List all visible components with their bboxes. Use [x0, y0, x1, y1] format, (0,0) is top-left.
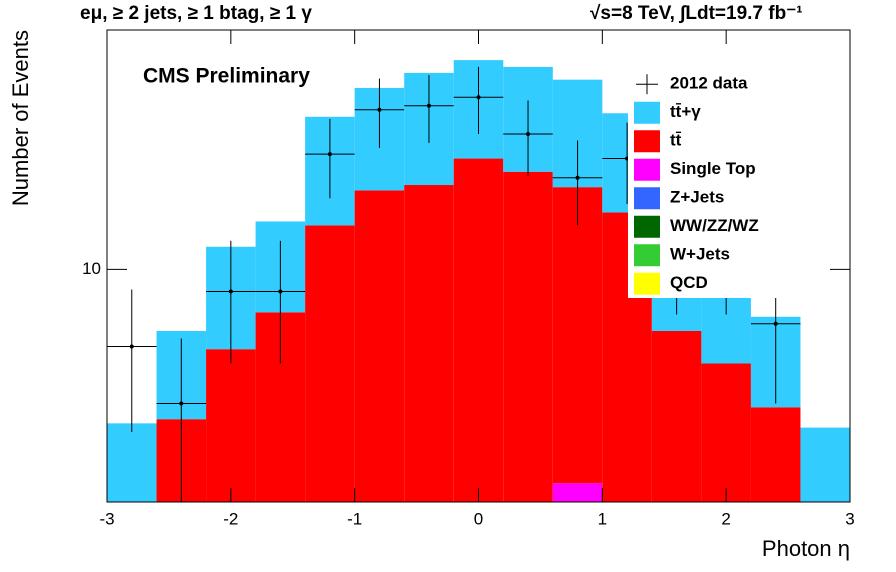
legend-swatch — [634, 215, 660, 238]
histogram-bar — [800, 427, 850, 502]
legend-swatch — [634, 272, 660, 295]
legend-swatch — [634, 244, 660, 267]
legend-swatch — [634, 130, 660, 153]
data-point — [526, 132, 531, 137]
legend-swatch — [634, 101, 660, 124]
data-point — [773, 321, 778, 326]
data-point — [228, 289, 233, 294]
legend-label: tt̄ — [670, 131, 682, 150]
data-point — [179, 401, 184, 406]
data-point — [278, 289, 283, 294]
legend-label: QCD — [670, 273, 708, 292]
legend-label: Single Top — [670, 159, 756, 178]
histogram-bar — [701, 363, 751, 502]
x-tick-label: 0 — [474, 509, 483, 528]
x-tick-label: -3 — [99, 509, 114, 528]
histogram-bar — [651, 330, 702, 502]
legend-label: W+Jets — [670, 245, 730, 264]
histogram-bar — [453, 158, 504, 502]
data-point — [575, 175, 580, 180]
data-point — [476, 95, 481, 100]
histogram-bar — [354, 190, 405, 502]
x-tick-label: 2 — [721, 509, 730, 528]
x-tick-label: -1 — [347, 509, 362, 528]
x-tick-label: 1 — [598, 509, 607, 528]
x-tick-label: -2 — [223, 509, 238, 528]
legend-label: 2012 data — [670, 74, 748, 93]
legend-label: Z+Jets — [670, 188, 724, 207]
data-point — [129, 344, 134, 349]
annotation: CMS Preliminary — [143, 65, 310, 88]
header-right: √s=8 TeV, ∫Ldt=19.7 fb⁻¹ — [590, 3, 803, 24]
x-tick-label: 3 — [845, 509, 854, 528]
data-point — [327, 152, 332, 157]
histogram-bar — [107, 423, 157, 502]
plot-area: -3 -2 -1 0 1 2 3 10 2012 data tt̄+γ tt̄ Single Top Z… — [82, 29, 855, 528]
header-left: eμ, ≥ 2 jets, ≥ 1 btag, ≥ 1 γ — [80, 3, 312, 24]
histogram-bar — [503, 171, 553, 503]
y-tick-label: 10 — [82, 259, 101, 278]
legend-swatch — [634, 187, 660, 210]
histogram-bar — [552, 187, 603, 484]
histogram-bar — [750, 407, 801, 502]
histogram-bar — [206, 349, 256, 502]
histogram-bar — [305, 225, 355, 502]
x-axis-label: Photon η — [762, 536, 850, 561]
y-axis-label: Number of Events — [8, 30, 33, 206]
histogram-bar — [404, 185, 454, 502]
legend-label: tt̄+γ — [670, 102, 701, 121]
legend-swatch — [634, 158, 660, 181]
data-point — [426, 103, 431, 108]
data-point — [377, 107, 382, 112]
legend-label: WW/ZZ/WZ — [670, 216, 759, 235]
histogram-bar — [552, 483, 603, 502]
